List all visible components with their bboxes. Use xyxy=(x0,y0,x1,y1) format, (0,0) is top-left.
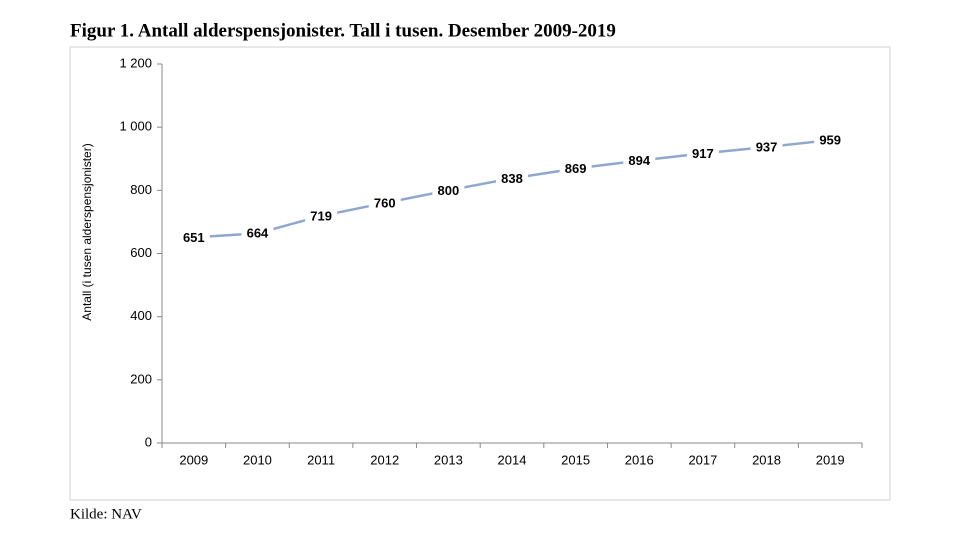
data-line xyxy=(193,138,831,239)
data-label-bg xyxy=(241,224,274,243)
source-note: Kilde: NAV xyxy=(70,506,142,522)
y-tick-label: 200 xyxy=(130,371,152,386)
y-tick-label: 0 xyxy=(145,434,152,449)
data-label-bg xyxy=(368,193,401,212)
data-label: 800 xyxy=(438,183,460,198)
y-axis-label: Antall (i tusen alderspensjonister) xyxy=(80,143,94,320)
data-label-bg xyxy=(305,206,338,225)
y-tick-label: 1 000 xyxy=(119,119,152,134)
x-tick-label: 2009 xyxy=(179,452,208,467)
data-label-bg xyxy=(750,138,783,157)
data-label: 838 xyxy=(501,171,523,186)
x-tick-label: 2015 xyxy=(561,452,590,467)
x-tick-label: 2012 xyxy=(370,452,399,467)
x-tick-label: 2011 xyxy=(307,452,335,467)
data-label-bg xyxy=(496,169,528,188)
data-label-bg xyxy=(177,228,210,247)
data-label: 917 xyxy=(692,146,714,161)
y-tick-label: 1 200 xyxy=(119,55,152,70)
data-label: 869 xyxy=(565,161,587,176)
data-label: 651 xyxy=(183,230,205,245)
x-tick-label: 2013 xyxy=(434,452,463,467)
data-label-bg xyxy=(686,144,719,163)
data-label: 719 xyxy=(310,208,332,223)
data-label: 959 xyxy=(819,133,841,148)
x-tick-label: 2017 xyxy=(688,452,717,467)
x-tick-label: 2016 xyxy=(625,452,654,467)
x-tick-label: 2018 xyxy=(752,452,781,467)
y-tick-label: 400 xyxy=(130,308,152,323)
data-label: 760 xyxy=(374,195,396,210)
chart-frame xyxy=(69,46,891,501)
data-label-bg xyxy=(559,159,592,178)
data-label: 664 xyxy=(247,226,269,241)
x-tick-label: 2014 xyxy=(498,452,527,467)
x-tick-label: 2019 xyxy=(816,452,845,467)
x-tick-label: 2010 xyxy=(243,452,272,467)
y-tick-label: 800 xyxy=(130,182,152,197)
chart-title: Figur 1. Antall alderspensjonister. Tall… xyxy=(70,20,616,41)
data-label-bg xyxy=(623,151,656,170)
y-tick-label: 600 xyxy=(130,245,152,260)
data-label: 894 xyxy=(628,153,650,168)
data-label-bg xyxy=(432,181,465,200)
data-label: 937 xyxy=(756,140,778,155)
data-label-bg xyxy=(814,131,847,150)
